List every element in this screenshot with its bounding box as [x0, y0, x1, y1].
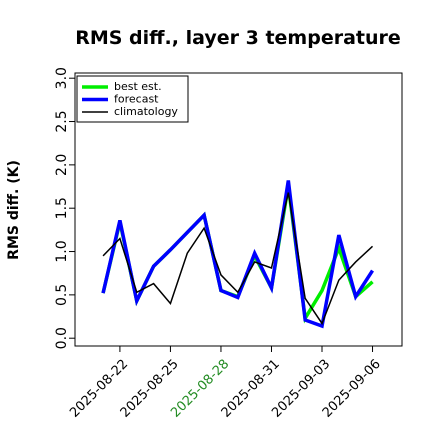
y-tick-label: 0.5: [54, 284, 70, 306]
legend-label: climatology: [114, 105, 178, 118]
y-axis-label: RMS diff. (K): [6, 160, 22, 260]
legend-label: forecast: [114, 93, 159, 106]
series-line: [101, 180, 374, 329]
y-tick-label: 2.5: [54, 110, 70, 132]
y-tick-label: 1.0: [54, 240, 70, 262]
y-tick-label: 2.0: [54, 154, 70, 176]
chart-title: RMS diff., layer 3 temperature: [75, 27, 401, 49]
series-line: [102, 192, 374, 326]
plot-frame: [74, 72, 403, 347]
y-tick-label: 0.0: [54, 327, 70, 349]
y-tick-label: 1.5: [54, 197, 70, 219]
legend-label: best est.: [114, 80, 162, 93]
y-tick-label: 3.0: [54, 67, 70, 89]
